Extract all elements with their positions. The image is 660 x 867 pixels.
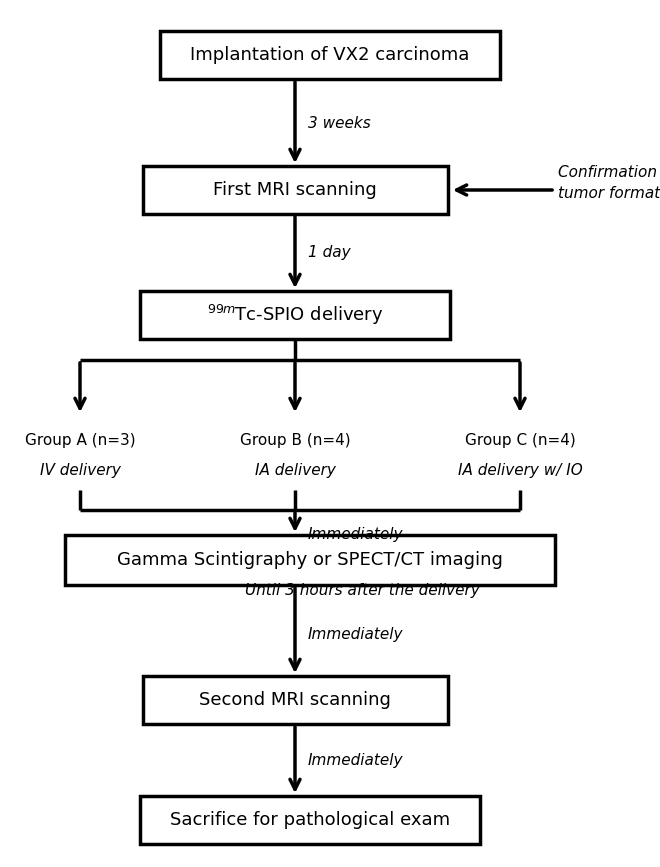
Text: Confirmation of
tumor formation: Confirmation of tumor formation: [558, 165, 660, 201]
Bar: [65, 535, 555, 585]
Text: 3 weeks: 3 weeks: [308, 115, 371, 131]
Text: IA delivery w/ IO: IA delivery w/ IO: [457, 462, 582, 478]
Bar: [143, 166, 447, 214]
Text: Immediately: Immediately: [308, 753, 403, 767]
Bar: [140, 796, 480, 844]
Text: IA delivery: IA delivery: [255, 462, 335, 478]
Text: Group C (n=4): Group C (n=4): [465, 433, 576, 447]
Text: Group A (n=3): Group A (n=3): [24, 433, 135, 447]
Text: First MRI scanning: First MRI scanning: [213, 181, 377, 199]
Bar: [143, 676, 447, 724]
Text: Second MRI scanning: Second MRI scanning: [199, 691, 391, 709]
Text: Gamma Scintigraphy or SPECT/CT imaging: Gamma Scintigraphy or SPECT/CT imaging: [117, 551, 503, 569]
Text: Immediately: Immediately: [308, 628, 403, 642]
Bar: [140, 291, 450, 339]
Text: Implantation of VX2 carcinoma: Implantation of VX2 carcinoma: [190, 46, 470, 64]
Text: Sacrifice for pathological exam: Sacrifice for pathological exam: [170, 811, 450, 829]
Text: IV delivery: IV delivery: [40, 462, 120, 478]
Text: Group B (n=4): Group B (n=4): [240, 433, 350, 447]
Bar: [160, 31, 500, 79]
Text: Until 3 hours after the delivery: Until 3 hours after the delivery: [245, 583, 480, 597]
Text: 1 day: 1 day: [308, 245, 350, 260]
Text: Immediately: Immediately: [308, 527, 403, 543]
Text: $^{99m}$Tc-SPIO delivery: $^{99m}$Tc-SPIO delivery: [207, 303, 383, 327]
